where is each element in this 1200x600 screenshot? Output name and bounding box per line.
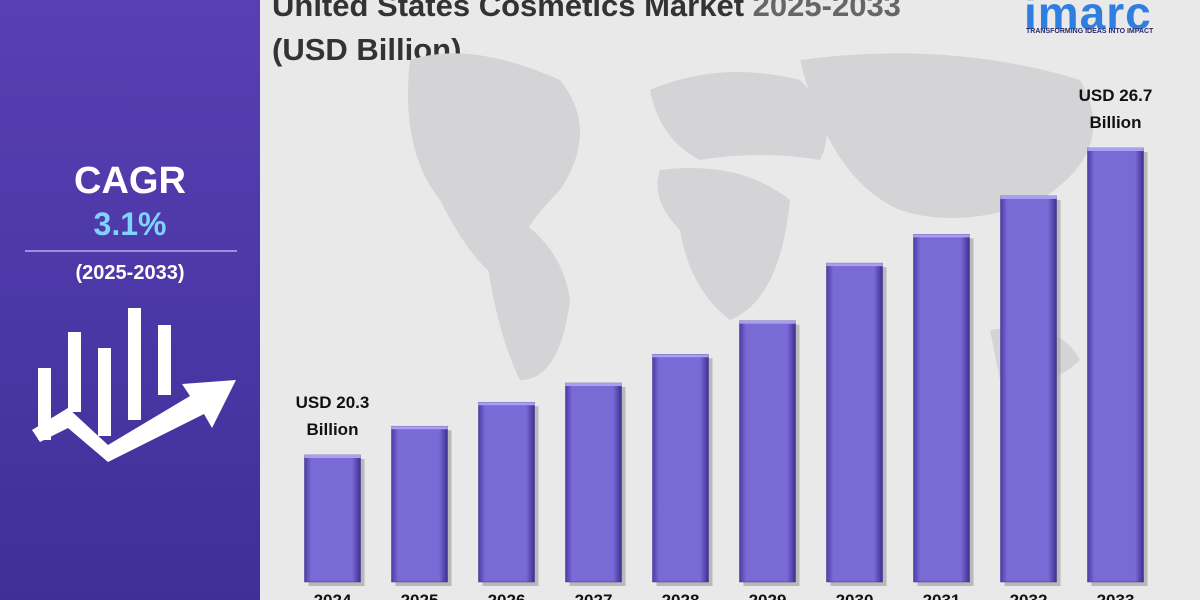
bar-cap [739,320,796,324]
bar-cap [391,426,448,430]
bar-cap [565,383,622,387]
bar-cap [826,263,883,267]
x-tick-label: 2024 [314,591,352,600]
growth-icon [32,308,236,462]
x-tick-label: 2029 [749,591,787,600]
title-years: 2025-2033 [752,0,901,23]
title-line: United States Cosmetics Market 2025-2033 [272,0,901,24]
bar [391,425,448,583]
world-map [408,53,1094,383]
bar [652,354,709,583]
bar [478,401,535,583]
value-label: USD 20.3 Billion [295,393,370,439]
bar [826,262,883,583]
bar [304,454,361,583]
bar [1087,147,1144,583]
x-tick-label: 2030 [836,591,874,600]
chart-title: United States Cosmetics Market [272,0,745,23]
cagr-panel: CAGR 3.1% (2025-2033) [0,0,260,600]
bar [1000,195,1057,583]
value-label: USD 26.7 Billion [1078,86,1153,132]
cagr-value: 3.1% [93,206,167,242]
bar-cap [652,354,709,358]
x-tick-label: 2025 [401,591,439,600]
bar [565,382,622,583]
bar [913,234,970,583]
bar-cap [304,455,361,458]
bar-cap [1087,148,1144,151]
cagr-period: (2025-2033) [75,262,185,284]
x-tick-label: 2031 [923,591,961,600]
x-tick-label: 2032 [1010,591,1048,600]
divider [25,250,237,252]
x-tick-label: 2033 [1097,591,1135,600]
logo: imarc [1024,0,1152,39]
cagr-label: CAGR [74,160,186,202]
logo-tagline: TRANSFORMING IDEAS INTO IMPACT [1026,28,1154,35]
bar-cap [478,402,535,406]
x-tick-label: 2028 [662,591,700,600]
bar [739,320,796,583]
x-tick-label: 2026 [488,591,526,600]
bar-cap [1000,195,1057,199]
bar-cap [913,234,970,238]
x-tick-label: 2027 [575,591,613,600]
